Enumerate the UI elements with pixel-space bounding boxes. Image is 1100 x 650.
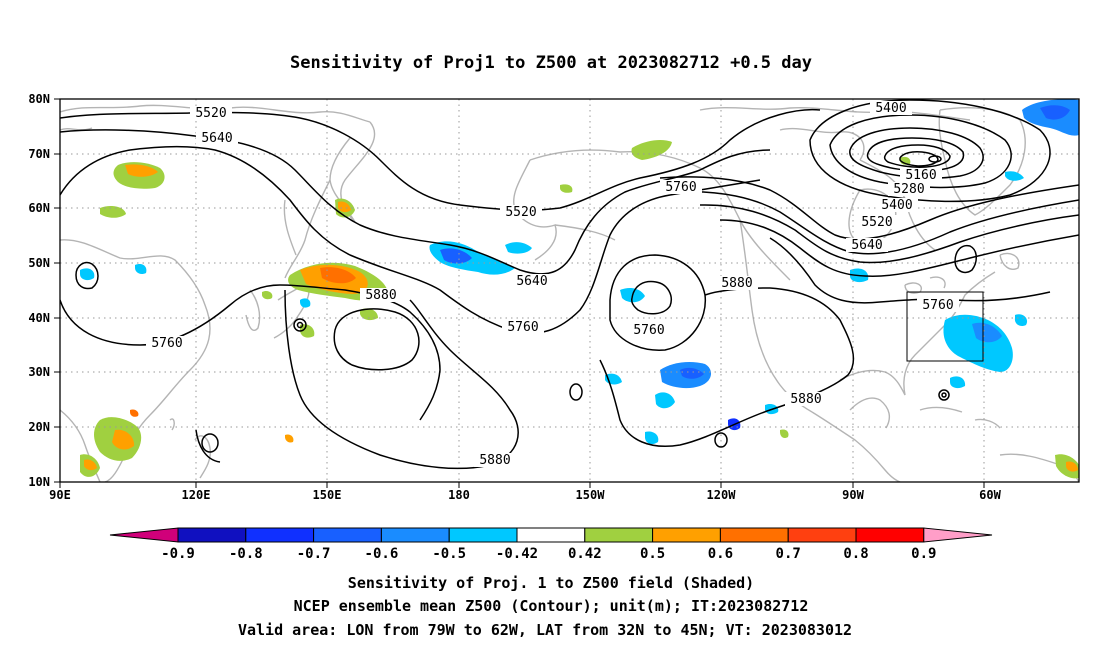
x-tick-labels: 90E 120E 150E 180 150W 120W 90W 60W: [49, 488, 1001, 502]
x-tick-label: 90W: [842, 488, 864, 502]
map-frame: [59, 98, 1080, 483]
colorbar-label: -0.9: [161, 546, 195, 562]
map-panel: 5520 5640 5400 5160 5280 5400 5520 5640 …: [28, 92, 1080, 502]
contour-label: 5880: [790, 392, 821, 407]
contour-label: 5520: [861, 215, 892, 230]
colorbar-segment: [855, 527, 925, 543]
colorbar-label: -0.6: [365, 546, 399, 562]
valid-area-box: [906, 291, 984, 362]
colorbar-label: 0.6: [708, 546, 733, 562]
colorbar-label: 0.5: [640, 546, 665, 562]
contour-label: 5760: [922, 298, 953, 313]
colorbar-label: -0.7: [297, 546, 331, 562]
x-tick-label: 180: [448, 488, 470, 502]
contour-label: 5400: [875, 101, 906, 116]
y-tick-label: 40N: [28, 311, 50, 325]
contour-labels: 5520 5640 5400 5160 5280 5400 5520 5640 …: [146, 101, 959, 468]
colorbar-label: -0.42: [496, 546, 538, 562]
axis-ticks: [54, 98, 985, 488]
colorbar-label: 0.9: [911, 546, 936, 562]
y-tick-label: 70N: [28, 147, 50, 161]
contour-label: 5160: [905, 168, 936, 183]
colorbar-segment: [516, 527, 586, 543]
x-tick-label: 60W: [979, 488, 1001, 502]
contour-label: 5880: [365, 288, 396, 303]
caption-line-2: NCEP ensemble mean Z500 (Contour); unit(…: [294, 597, 809, 615]
colorbar-segment: [313, 527, 382, 543]
x-tick-label: 120E: [182, 488, 211, 502]
colorbar-label: 0.42: [568, 546, 602, 562]
colorbar-label: 0.8: [843, 546, 868, 562]
caption-line-1: Sensitivity of Proj. 1 to Z500 field (Sh…: [348, 574, 754, 592]
contour-label: 5760: [665, 180, 696, 195]
colorbar-segment: [584, 527, 654, 543]
contour-label: 5880: [479, 453, 510, 468]
contour-label: 5640: [516, 274, 547, 289]
z500-contours: [60, 99, 1079, 470]
grid-lines: [60, 99, 1079, 482]
y-tick-label: 50N: [28, 256, 50, 270]
colorbar-labels: -0.9 -0.8 -0.7 -0.6 -0.5 -0.42 0.42 0.5 …: [161, 546, 936, 562]
y-tick-label: 30N: [28, 365, 50, 379]
colorbar-segment: [787, 527, 857, 543]
y-tick-label: 20N: [28, 420, 50, 434]
colorbar-segment: [245, 527, 315, 543]
colorbar-segment: [652, 527, 721, 543]
x-tick-label: 150W: [576, 488, 606, 502]
colorbar-label: 0.7: [776, 546, 801, 562]
colorbar-label: -0.8: [229, 546, 263, 562]
contour-label: 5760: [507, 320, 538, 335]
colorbar-segment: [719, 527, 789, 543]
contour-label: 5760: [633, 323, 664, 338]
colorbar: -0.9 -0.8 -0.7 -0.6 -0.5 -0.42 0.42 0.5 …: [109, 527, 993, 562]
contour-label: 5880: [721, 276, 752, 291]
x-tick-label: 150E: [313, 488, 342, 502]
colorbar-segment: [380, 527, 450, 543]
y-tick-label: 60N: [28, 201, 50, 215]
contour-label: 5520: [195, 106, 226, 121]
colorbar-label: -0.5: [432, 546, 466, 562]
colorbar-low-triangle: [109, 527, 179, 543]
contour-label: 5760: [151, 336, 182, 351]
map-title: Sensitivity of Proj1 to Z500 at 20230827…: [290, 53, 812, 73]
contour-label: 5400: [881, 198, 912, 213]
contour-label: 5640: [851, 238, 882, 253]
y-tick-label: 80N: [28, 92, 50, 106]
colorbar-segment: [448, 527, 518, 543]
y-tick-labels: 10N 20N 30N 40N 50N 60N 70N 80N: [28, 92, 50, 489]
colorbar-segment: [177, 527, 247, 543]
contour-label: 5640: [201, 131, 232, 146]
colorbar-high-triangle: [923, 527, 993, 543]
contour-label: 5280: [893, 182, 924, 197]
x-tick-label: 90E: [49, 488, 71, 502]
caption-line-3: Valid area: LON from 79W to 62W, LAT fro…: [238, 621, 852, 639]
x-tick-label: 120W: [707, 488, 737, 502]
y-tick-label: 10N: [28, 475, 50, 489]
contour-label: 5520: [505, 205, 536, 220]
